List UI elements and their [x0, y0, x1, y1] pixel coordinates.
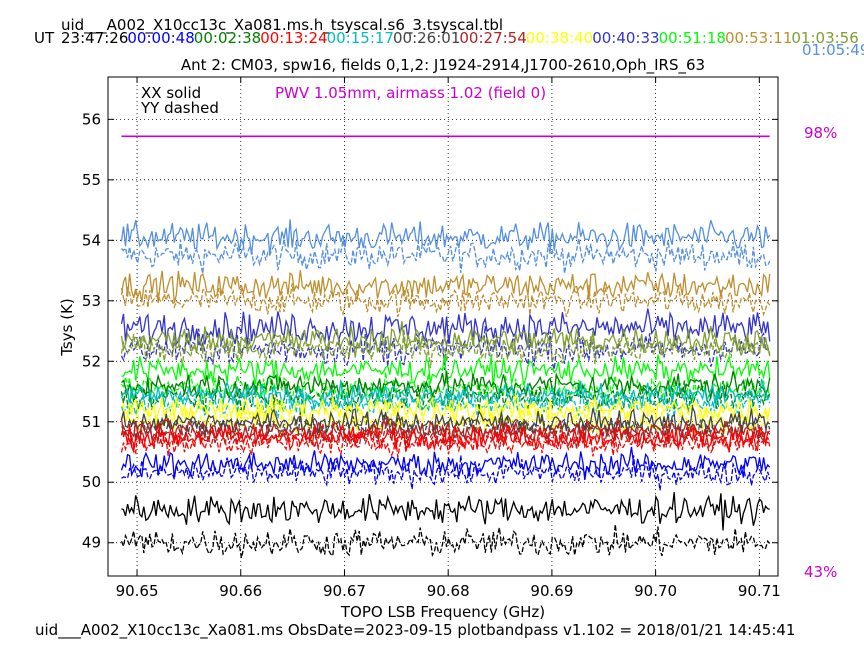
- legend-xx: XX solid: [141, 84, 201, 102]
- y-tick-label: 56: [82, 110, 101, 128]
- plot-title: uid___A002_X10cc13c_Xa081.ms.h_tsyscal.s…: [61, 16, 503, 35]
- ut-label: UT: [34, 29, 55, 47]
- pwv-annotation: PWV 1.05mm, airmass 1.02 (field 0): [275, 84, 546, 102]
- timestamp-2: 00:02:38: [194, 29, 261, 47]
- plot-frame: [107, 76, 779, 577]
- series-6-xx: [120, 378, 771, 411]
- timestamp-10: 00:53:11: [725, 29, 792, 47]
- legend-yy: YY dashed: [140, 99, 219, 117]
- x-tick-label: 90.67: [323, 582, 366, 600]
- series-12-yy: [120, 524, 771, 559]
- x-tick-label: 90.71: [738, 582, 781, 600]
- timestamp-0: 23:47:26: [61, 29, 128, 47]
- timestamp-second-row: 01:05:49: [802, 41, 864, 59]
- timestamp-11: 01:03:56: [791, 29, 858, 47]
- series-10-xx: [121, 423, 771, 454]
- timestamp-7: 00:38:40: [526, 29, 593, 47]
- footer-info: uid___A002_X10cc13c_Xa081.ms ObsDate=202…: [35, 621, 795, 640]
- y-tick-label: 55: [82, 171, 101, 189]
- series-1-yy: [120, 283, 771, 318]
- y-tick-label: 53: [82, 292, 101, 310]
- x-axis-ticks: 90.65 90.66 90.67 90.68 90.69 90.70 90.71: [116, 77, 781, 600]
- series-8-xx: [120, 405, 771, 437]
- y-axis-label: Tsys (K): [58, 298, 76, 357]
- series-4-xx: [121, 354, 771, 390]
- series-0-xx: [120, 219, 771, 255]
- series-11-xx: [120, 446, 771, 480]
- series-0-yy: [121, 238, 771, 274]
- timestamp-8: 00:40:33: [592, 29, 659, 47]
- series-6-yy: [120, 389, 771, 420]
- series-5-xx: [121, 370, 771, 403]
- series-3-xx: [120, 321, 771, 358]
- series-2-xx: [120, 308, 771, 348]
- timestamp-1: 00:00:48: [127, 29, 194, 47]
- percent-bottom-label: 43%: [804, 563, 837, 581]
- x-tick-label: 90.65: [116, 582, 159, 600]
- x-axis-label: TOPO LSB Frequency (GHz): [340, 603, 545, 621]
- timestamp-row: 23:47:26 00:00:48 00:02:38 00:13:24 00:15:17…: [61, 29, 859, 47]
- timestamp-6: 00:27:54: [459, 29, 526, 47]
- y-tick-label: 50: [82, 473, 101, 491]
- series-group: [120, 219, 771, 559]
- y-tick-label: 51: [82, 413, 101, 431]
- timestamp-9: 00:51:18: [659, 29, 726, 47]
- x-tick-label: 90.66: [219, 582, 262, 600]
- series-1-xx: [120, 270, 771, 304]
- y-tick-label: 49: [82, 534, 101, 552]
- plot-subtitle: Ant 2: CM03, spw16, fields 0,1,2: J1924-…: [181, 56, 705, 75]
- y-tick-label: 54: [82, 231, 101, 249]
- percent-top-label: 98%: [804, 124, 837, 142]
- y-axis-ticks: 49 50 51 52 53 54 55 56: [82, 110, 778, 552]
- series-10-yy: [120, 428, 771, 458]
- x-tick-label: 90.69: [530, 582, 573, 600]
- series-7-xx: [120, 392, 771, 427]
- y-tick-label: 52: [82, 352, 101, 370]
- timestamp-4: 00:15:17: [327, 29, 394, 47]
- x-tick-label: 90.70: [634, 582, 677, 600]
- timestamp-3: 00:13:24: [260, 29, 327, 47]
- series-12-xx: [121, 492, 770, 531]
- timestamp-5: 00:26:01: [393, 29, 460, 47]
- x-tick-label: 90.68: [427, 582, 470, 600]
